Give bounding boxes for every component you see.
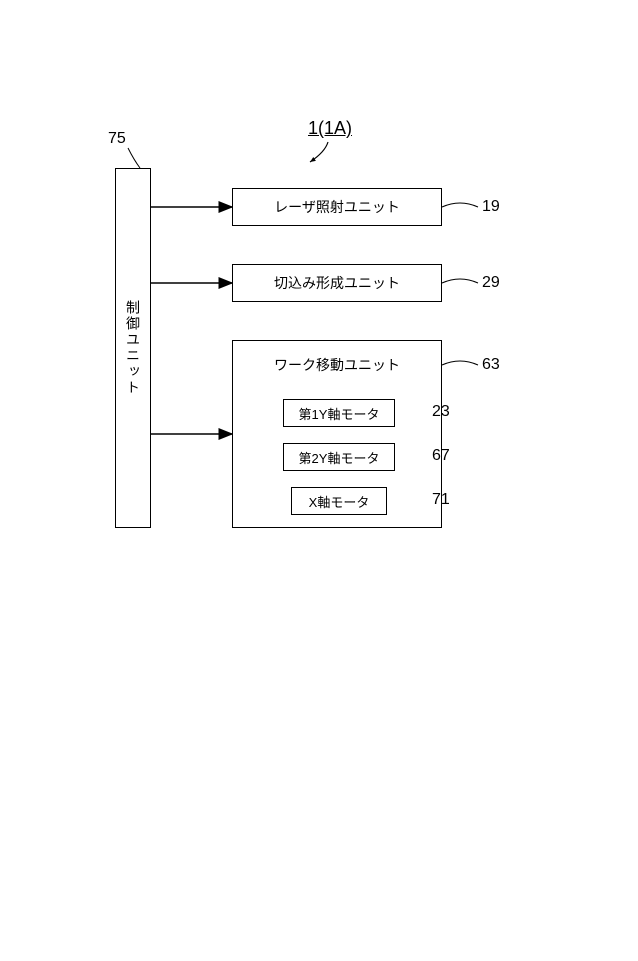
motor-box-0: 第1Y軸モータ [283,399,395,427]
work-move-unit-box: ワーク移動ユニット 第1Y軸モータ第2Y軸モータ X軸モータ [232,340,442,528]
control-unit-label: 制御ユニット [123,300,143,396]
work-move-unit-ref: 63 [482,356,500,374]
cutting-unit-ref: 29 [482,274,500,292]
control-unit-box: 制御ユニット [115,168,151,528]
cutting-unit-box: 切込み形成ユニット [232,264,442,302]
motor-box-2: X軸モータ [291,487,387,515]
laser-unit-ref: 19 [482,198,500,216]
figure-reference: 1(1A) [308,118,352,139]
motor-ref-2: 71 [432,491,450,509]
laser-unit-label: レーザ照射ユニット [274,197,400,217]
work-move-unit-label: ワーク移動ユニット [233,355,441,375]
block-diagram: 1(1A) 制御ユニット 75 レーザ照射ユニット 19 切込み形成ユニット 2… [0,0,638,961]
motor-ref-0: 23 [432,403,450,421]
motor-box-1: 第2Y軸モータ [283,443,395,471]
laser-unit-box: レーザ照射ユニット [232,188,442,226]
cutting-unit-label: 切込み形成ユニット [274,273,400,293]
motor-ref-1: 67 [432,447,450,465]
control-unit-ref: 75 [108,130,126,148]
